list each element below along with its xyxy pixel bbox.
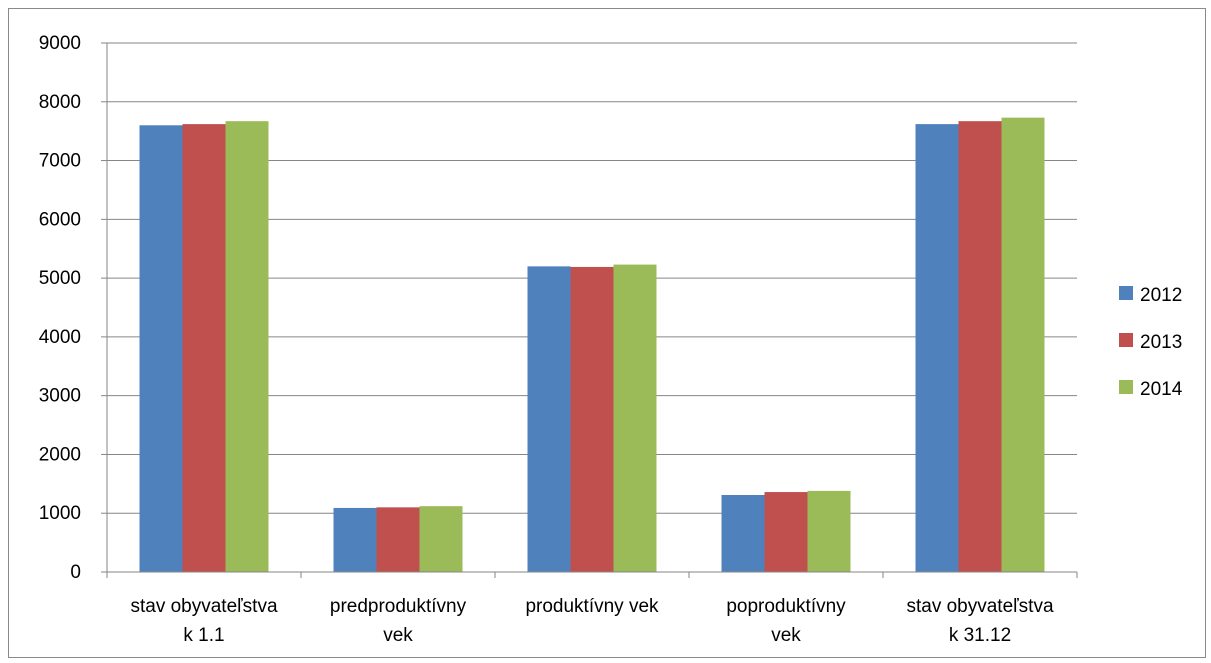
bar-2013-2	[570, 266, 614, 572]
legend-swatch-2014	[1119, 380, 1133, 394]
y-tick-label: 3000	[39, 386, 81, 407]
legend: 2012 2013 2014	[1119, 285, 1183, 400]
legend-swatch-2013	[1119, 333, 1133, 347]
bar-2014-0	[225, 121, 269, 573]
bar-2014-2	[613, 264, 657, 572]
legend-label-2013: 2013	[1140, 332, 1182, 353]
bar-2013-4	[958, 121, 1002, 573]
bar-2012-1	[333, 507, 377, 572]
bar-2014-1	[419, 506, 463, 572]
y-tick-label: 5000	[39, 268, 81, 289]
bar-2014-4	[1001, 117, 1045, 573]
y-tick-label: 2000	[39, 444, 81, 465]
legend-swatch-2012	[1119, 286, 1133, 300]
bar-2014-3	[807, 490, 851, 572]
legend-label-2014: 2014	[1140, 379, 1183, 400]
y-axis-tick-labels: 0 1000 2000 3000 4000 5000 6000 7000 8000 9000	[39, 33, 81, 583]
y-tick-label: 8000	[39, 92, 81, 113]
bar-2012-3	[721, 495, 765, 572]
x-category-label: predproduktívny vek	[330, 596, 467, 646]
x-category-label: stav obyvateľstva k 1.1	[130, 596, 277, 646]
y-tick-label: 4000	[39, 327, 81, 348]
y-tick-label: 7000	[39, 151, 81, 172]
x-category-label: produktívny vek	[525, 596, 659, 617]
y-tick-label: 1000	[39, 503, 81, 524]
x-axis-category-labels: stav obyvateľstva k 1.1 predproduktívny vek…	[130, 596, 1053, 646]
y-tick-label: 6000	[39, 209, 81, 230]
y-tick-label: 0	[70, 562, 81, 583]
x-category-label: stav obyvateľstva k 31.12	[906, 596, 1053, 646]
legend-label-2012: 2012	[1140, 285, 1182, 306]
axes	[106, 43, 1078, 578]
bar-2013-1	[376, 507, 420, 572]
bar-2012-2	[527, 266, 571, 572]
x-category-label: poproduktívny vek	[726, 596, 846, 646]
bar-2013-3	[764, 492, 808, 572]
bars	[139, 117, 1045, 573]
bar-2013-0	[182, 124, 226, 572]
bar-2012-0	[139, 125, 183, 573]
bar-2012-4	[915, 124, 959, 572]
y-tick-label: 9000	[39, 33, 81, 54]
